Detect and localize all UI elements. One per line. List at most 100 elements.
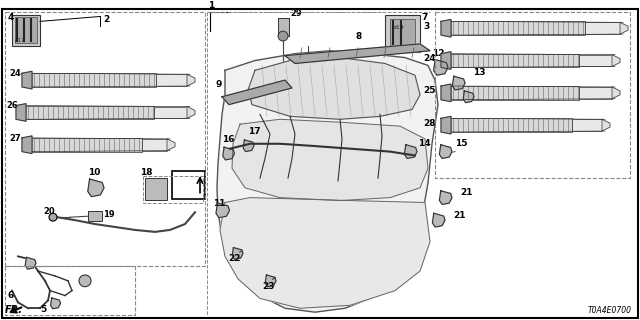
Bar	[451, 118, 572, 132]
Bar	[26, 106, 154, 119]
Circle shape	[278, 31, 288, 41]
Polygon shape	[602, 119, 610, 131]
Polygon shape	[22, 71, 32, 89]
Polygon shape	[187, 74, 195, 86]
Text: 12: 12	[432, 49, 445, 58]
Polygon shape	[620, 22, 628, 34]
Text: 14: 14	[418, 139, 431, 148]
Polygon shape	[232, 248, 243, 259]
Polygon shape	[452, 76, 465, 90]
Bar	[585, 22, 620, 34]
Bar	[451, 86, 579, 100]
Polygon shape	[441, 84, 451, 102]
Text: 8: 8	[355, 32, 361, 41]
Bar	[143, 176, 203, 204]
Text: 26: 26	[6, 101, 18, 110]
Bar	[156, 74, 187, 86]
Polygon shape	[217, 51, 438, 312]
Polygon shape	[440, 191, 452, 204]
Text: 19: 19	[103, 210, 115, 219]
Polygon shape	[441, 52, 451, 69]
Text: 23: 23	[262, 282, 275, 291]
Polygon shape	[440, 145, 452, 158]
Text: 7: 7	[421, 13, 428, 22]
Bar	[435, 12, 630, 178]
Bar	[12, 14, 40, 46]
Text: T0A4E0700: T0A4E0700	[588, 306, 632, 315]
Bar	[278, 19, 289, 36]
Polygon shape	[167, 139, 175, 151]
Text: 28: 28	[423, 119, 435, 128]
Text: FR.: FR.	[5, 305, 23, 315]
Polygon shape	[612, 55, 620, 67]
Text: 25: 25	[423, 86, 435, 95]
Bar	[579, 55, 612, 67]
Polygon shape	[441, 116, 451, 134]
Bar	[15, 18, 37, 43]
Text: 22: 22	[228, 254, 241, 263]
Bar	[32, 73, 156, 87]
Polygon shape	[285, 44, 430, 63]
Text: 2: 2	[103, 14, 109, 24]
Polygon shape	[265, 275, 276, 287]
Polygon shape	[222, 80, 292, 105]
Polygon shape	[612, 87, 620, 99]
Polygon shape	[463, 91, 474, 103]
Bar	[5, 12, 205, 266]
Text: 24: 24	[9, 69, 20, 78]
Text: 15: 15	[455, 139, 467, 148]
Bar	[572, 119, 602, 131]
Polygon shape	[187, 107, 195, 118]
Text: 17: 17	[248, 127, 260, 136]
Polygon shape	[433, 213, 445, 227]
Text: 21: 21	[453, 211, 465, 220]
Bar	[5, 266, 135, 315]
Polygon shape	[220, 198, 430, 308]
Text: 13: 13	[473, 68, 486, 77]
Polygon shape	[223, 147, 234, 160]
Bar	[142, 139, 167, 151]
Text: 27: 27	[9, 134, 20, 143]
Bar	[145, 178, 167, 200]
Text: 3: 3	[423, 22, 429, 31]
Text: B-7: B-7	[178, 176, 200, 189]
Bar	[88, 211, 102, 221]
Polygon shape	[16, 104, 26, 121]
Text: 10: 10	[88, 168, 100, 177]
Text: 16: 16	[222, 135, 234, 144]
Text: 6: 6	[8, 292, 14, 300]
Polygon shape	[216, 203, 230, 218]
Circle shape	[49, 213, 57, 221]
Bar	[390, 20, 415, 47]
Text: 18: 18	[140, 168, 152, 177]
Text: 5: 5	[40, 305, 46, 314]
Polygon shape	[88, 179, 104, 196]
Polygon shape	[51, 298, 61, 309]
Bar	[451, 21, 585, 35]
Polygon shape	[232, 119, 428, 201]
Bar	[154, 107, 187, 118]
Text: 4: 4	[8, 12, 14, 21]
Text: 11: 11	[213, 199, 225, 208]
Text: 9: 9	[216, 80, 222, 89]
Bar	[172, 171, 205, 199]
Circle shape	[79, 275, 91, 287]
Text: ø17: ø17	[15, 38, 26, 43]
Polygon shape	[22, 136, 32, 154]
Bar	[32, 138, 142, 152]
Polygon shape	[25, 257, 36, 269]
Text: 29: 29	[290, 10, 301, 19]
Polygon shape	[434, 60, 448, 75]
Text: 1: 1	[208, 1, 214, 10]
Bar	[579, 87, 612, 99]
Text: 24: 24	[423, 54, 436, 63]
Polygon shape	[248, 58, 420, 119]
Bar	[451, 54, 579, 68]
Polygon shape	[441, 20, 451, 37]
Bar	[385, 14, 420, 52]
Text: 21: 21	[460, 188, 472, 197]
Polygon shape	[243, 140, 254, 152]
Polygon shape	[404, 145, 417, 158]
Text: ø19: ø19	[393, 25, 404, 30]
Text: 20: 20	[43, 207, 54, 216]
